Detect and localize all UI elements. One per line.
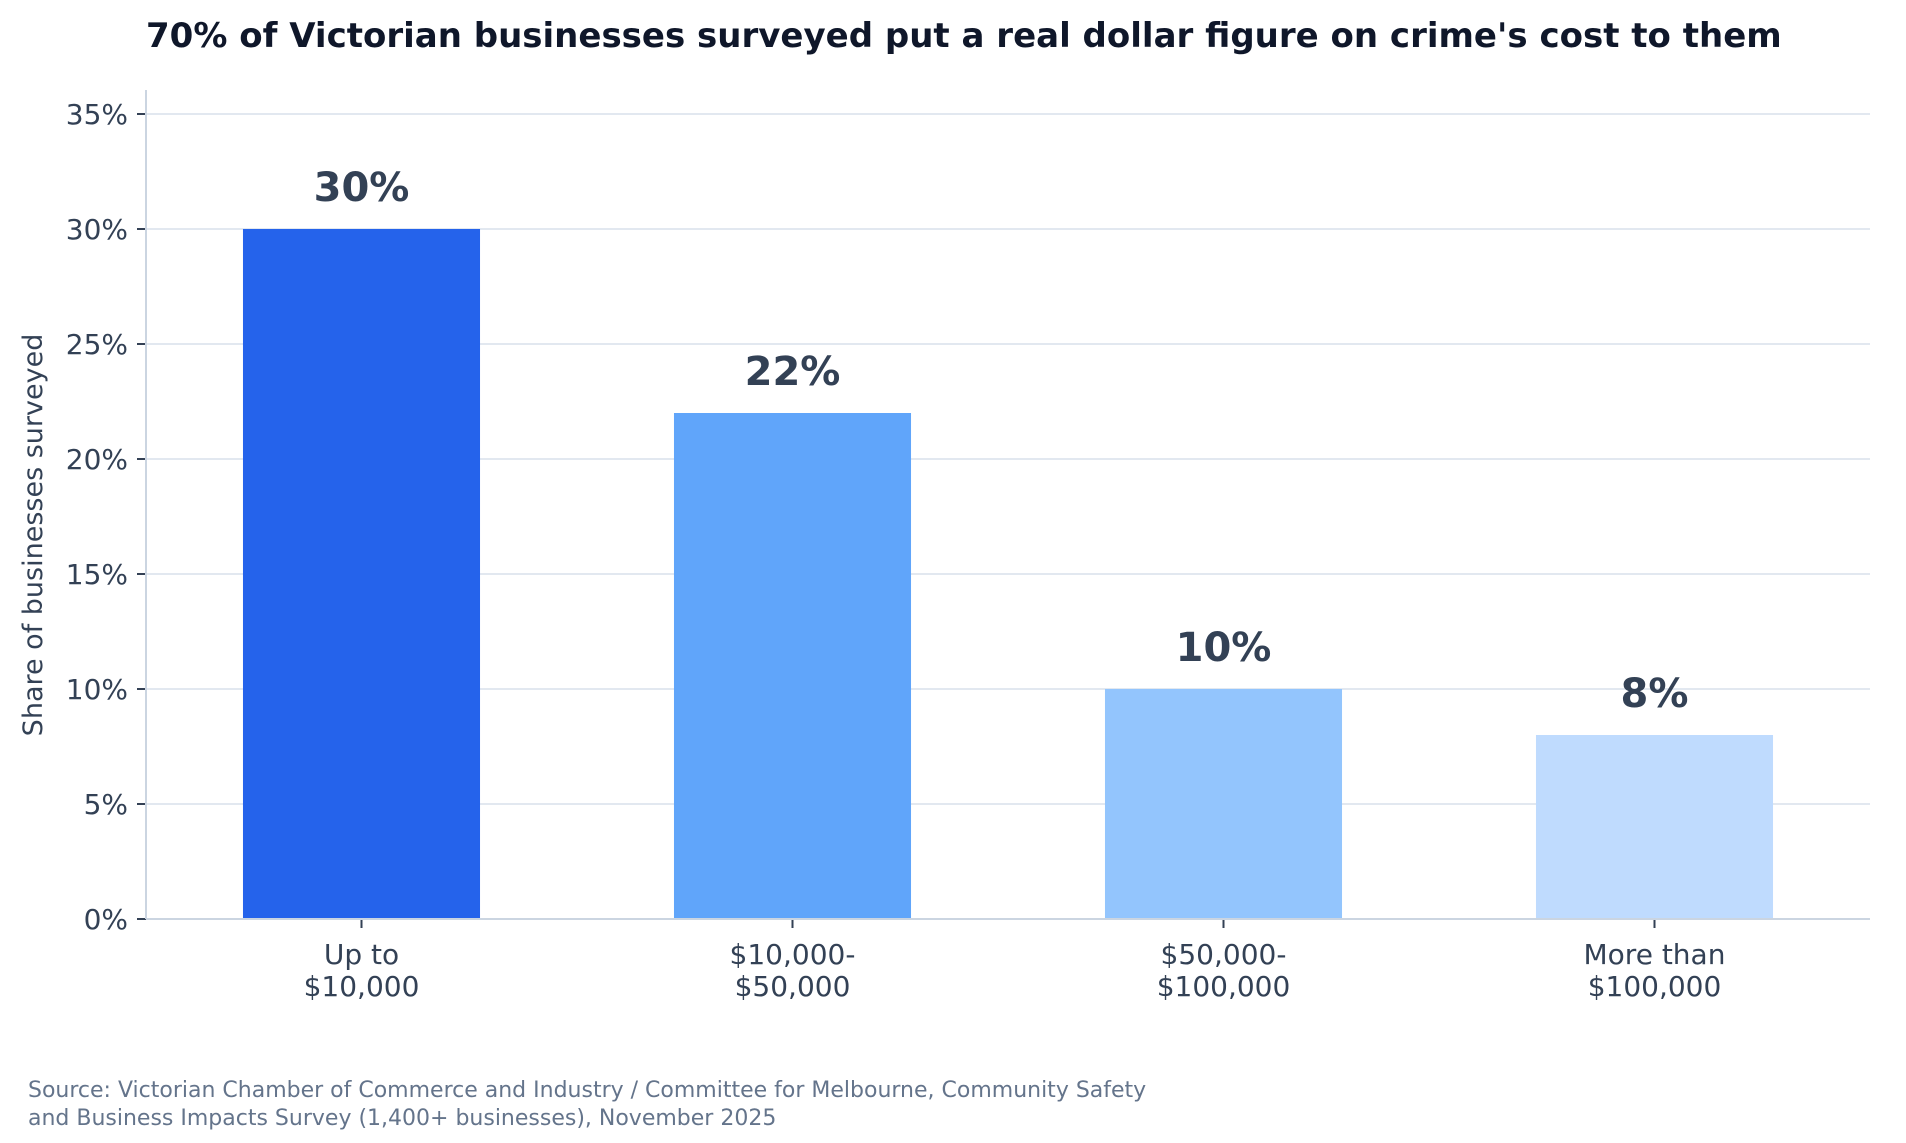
y-tick-label: 10% <box>66 673 128 706</box>
bar <box>1535 735 1774 919</box>
source-line-1: Source: Victorian Chamber of Commerce an… <box>28 1078 1146 1103</box>
y-tick-label: 30% <box>66 213 128 246</box>
data-label: 30% <box>314 165 410 211</box>
y-tick-label: 35% <box>66 98 128 131</box>
y-tick-label: 25% <box>66 328 128 361</box>
x-tick-label: $50,000 <box>735 970 851 1003</box>
y-tick-label: 15% <box>66 558 128 591</box>
data-label: 10% <box>1176 625 1272 671</box>
x-tick-label: $50,000- <box>1161 938 1287 971</box>
x-tick-label: More than <box>1584 938 1726 971</box>
data-label: 8% <box>1621 671 1689 717</box>
y-tick-label: 0% <box>84 903 128 936</box>
chart-title: 70% of Victorian businesses surveyed put… <box>146 16 1782 56</box>
x-tick-label: $100,000 <box>1588 970 1722 1003</box>
labels: 0% 5% 10% 15% 20% 25% 30% 35% 30% Up to$10,000 22%… <box>66 98 1726 1003</box>
x-tick-label: $10,000- <box>730 938 856 971</box>
x-tick-label: $100,000 <box>1157 970 1291 1003</box>
y-tick-label: 5% <box>84 788 128 821</box>
x-tick-label: Up to <box>324 938 399 971</box>
data-label: 22% <box>745 349 841 395</box>
x-tick-label: $10,000 <box>304 970 420 1003</box>
bar <box>673 413 912 919</box>
y-tick-label: 20% <box>66 443 128 476</box>
source-line-2: and Business Impacts Survey (1,400+ busi… <box>28 1106 776 1131</box>
axes <box>137 90 1870 928</box>
bars <box>242 229 1774 919</box>
bar <box>242 229 481 919</box>
y-axis-label: Share of businesses surveyed <box>18 334 49 737</box>
bar <box>1104 689 1343 919</box>
